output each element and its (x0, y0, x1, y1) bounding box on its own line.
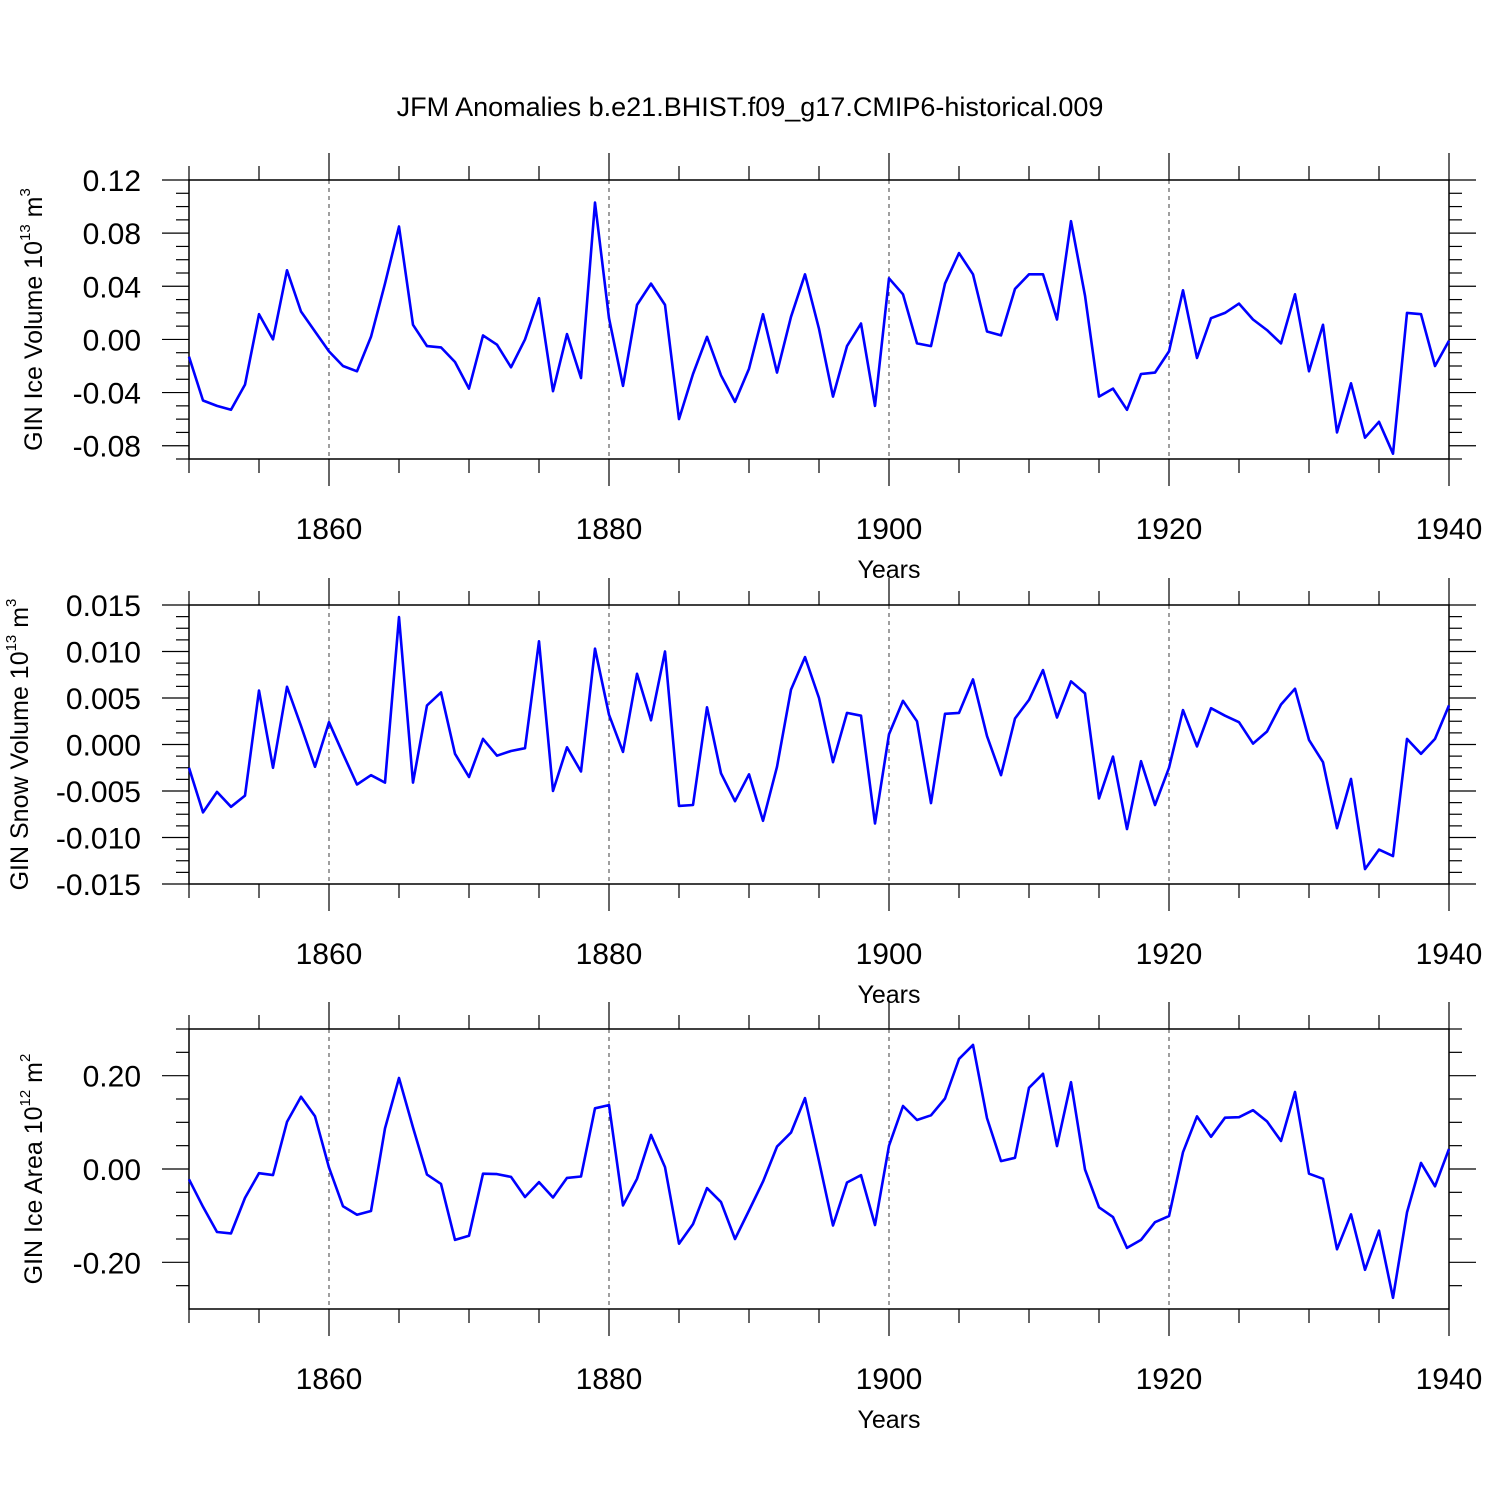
y-axis-label-unit: m (20, 197, 48, 225)
y-axis-label: GIN Ice Area 1012 m2 (17, 1054, 48, 1285)
x-tick-label: 1880 (576, 938, 643, 971)
x-tick-label: 1940 (1416, 513, 1483, 546)
x-tick-label: 1900 (856, 513, 923, 546)
y-tick-label: 0.00 (83, 1154, 141, 1187)
y-axis-label-unit-exponent: 3 (17, 188, 34, 196)
y-tick-label: -0.08 (73, 431, 141, 464)
y-tick-label: -0.04 (73, 378, 141, 411)
x-tick-label: 1940 (1416, 938, 1483, 971)
y-tick-label: -0.20 (73, 1247, 141, 1280)
y-tick-label: 0.000 (66, 730, 141, 763)
y-tick-label: 0.015 (66, 590, 141, 623)
y-tick-label: 0.08 (83, 218, 141, 251)
y-axis-label-base: GIN Snow Volume 10 (6, 651, 34, 890)
y-tick-label: 0.04 (83, 271, 141, 304)
y-axis-label: GIN Snow Volume 1013 m3 (3, 599, 34, 891)
y-axis-label-base: GIN Ice Volume 10 (20, 241, 48, 451)
y-axis-label-unit-exponent: 3 (3, 599, 20, 607)
x-tick-label: 1860 (296, 938, 363, 971)
y-tick-label: 0.12 (83, 165, 141, 198)
x-axis-label: Years (857, 1406, 920, 1434)
series-line (187, 201, 1451, 456)
x-tick-label: 1920 (1136, 1363, 1203, 1396)
y-axis-label-exponent: 12 (17, 1090, 34, 1107)
y-tick-label: 0.010 (66, 637, 141, 670)
series-line (187, 615, 1451, 871)
y-tick-label: 0.20 (83, 1061, 141, 1094)
y-tick-label: -0.010 (56, 823, 141, 856)
x-tick-label: 1880 (576, 1363, 643, 1396)
panel-ice-area: 1860 1880 1900 1920 1940 Years 0.20 0.00 -0.20 GI… (17, 1002, 1482, 1434)
y-tick-label: -0.005 (56, 776, 141, 809)
plot-frame (188, 604, 1450, 885)
x-tick-label: 1920 (1136, 938, 1203, 971)
y-axis-label-base: GIN Ice Area 10 (20, 1106, 48, 1284)
x-tick-label: 1880 (576, 513, 643, 546)
x-tick-label: 1860 (296, 1363, 363, 1396)
panel-snow-volume: 1860 1880 1900 1920 1940Years0.0150.0100.005… (3, 578, 1482, 1009)
y-axis-label-unit: m (6, 607, 34, 635)
x-tick-label: 1920 (1136, 513, 1203, 546)
series-line (187, 1043, 1451, 1300)
x-tick-label: 1900 (856, 1363, 923, 1396)
x-tick-label: 1900 (856, 938, 923, 971)
y-axis-label-exponent: 13 (17, 224, 34, 241)
y-axis-label: GIN Ice Volume 1013 m3 (17, 188, 48, 451)
chart-title: JFM Anomalies b.e21.BHIST.f09_g17.CMIP6-… (397, 92, 1104, 122)
y-axis-label-unit: m (20, 1062, 48, 1090)
x-tick-label: 1940 (1416, 1363, 1483, 1396)
panel-ice-volume: 1860 1880 1900 1920 1940Years0.120.080.040.0… (17, 153, 1482, 584)
y-tick-label: 0.005 (66, 683, 141, 716)
y-axis-label-unit-exponent: 2 (17, 1054, 34, 1062)
y-tick-label: 0.00 (83, 324, 141, 357)
x-tick-label: 1860 (296, 513, 363, 546)
y-axis-label-exponent: 13 (3, 635, 20, 652)
plot-frame (188, 179, 1450, 460)
y-tick-label: -0.015 (56, 869, 141, 902)
